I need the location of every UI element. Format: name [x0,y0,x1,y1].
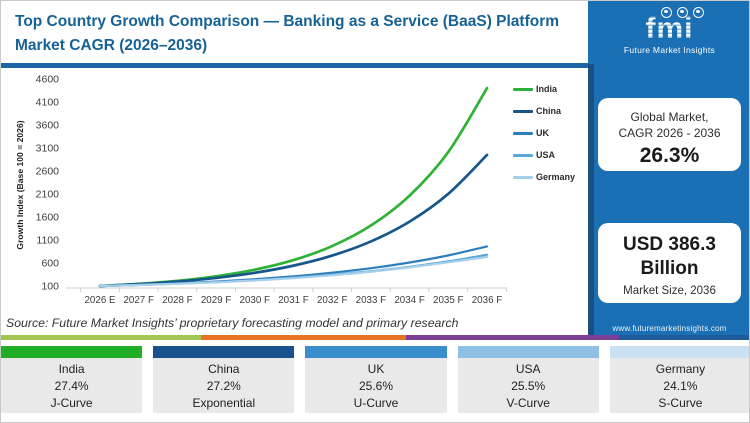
legend-label: China [536,106,562,116]
country-card-india: India 27.4% J-Curve [1,346,143,413]
legend-swatch-icon [513,109,533,113]
market-size-label: Market Size, 2036 [623,284,716,297]
y-tick-label: 1600 [36,212,60,224]
page-title: Top Country Growth Comparison — Banking … [15,13,560,55]
country-name: India [58,362,85,376]
legend-swatch-icon [513,175,533,179]
x-tick-label: 2029 F [201,295,232,306]
y-tick-label: 1100 [36,235,59,247]
country-card-body: UK 25.6% U-Curve [305,358,447,413]
country-card-china: China 27.2% Exponential [153,346,295,413]
source-note: Source: Future Market Insights’ propriet… [6,316,459,330]
series-line-india [98,86,489,288]
country-cagr: 25.5% [511,379,546,393]
strip-segment-1 [1,335,201,340]
country-name: USA [515,362,541,376]
globe-icon [693,7,704,18]
y-tick-label: 100 [41,281,59,293]
legend-swatch-icon [513,87,533,91]
x-tick-label: 2034 F [394,295,425,306]
country-card-body: USA 25.5% V-Curve [457,358,599,413]
y-tick-label: 3600 [36,120,60,132]
growth-chart: 2026 E 2027 F 2028 F 2029 F 2030 F 2031 F 2032… [15,74,507,306]
country-curve: U-Curve [353,396,399,410]
x-tick-label: 2035 F [433,295,464,306]
y-tick-label: 4600 [36,74,60,86]
country-card-color-bar [457,346,599,358]
legend-item-uk: UK [513,128,549,138]
strip-segment-4 [619,335,749,340]
country-card-color-bar [1,346,143,358]
strip-segment-3 [406,335,619,340]
country-card-body: Germany 24.1% S-Curve [609,358,749,413]
country-cards-row: India 27.4% J-Curve China 27.2% Exponential UK… [1,346,749,413]
market-size-card: USD 386.3 Billion Market Size, 2036 [598,223,741,303]
y-tick-label: 3100 [36,143,60,155]
globe-icon [677,7,688,18]
country-curve: V-Curve [506,396,550,410]
country-cagr: 25.6% [358,379,394,393]
x-tick-label: 2028 F [162,295,193,306]
fmi-logo: fmi Future Market Insights [588,7,749,55]
country-card-color-bar [609,346,749,358]
country-card-body: India 27.4% J-Curve [1,358,143,413]
logo-caption: Future Market Insights [623,45,716,55]
x-tick-label: 2032 F [317,295,348,306]
country-name: UK [367,362,385,376]
country-curve: Exponential [192,396,256,410]
x-tick-label: 2033 F [356,295,387,306]
legend-label: USA [536,150,556,160]
x-tick-label: 2026 E [84,295,116,306]
y-tick-label: 2100 [36,189,60,201]
website-link[interactable]: www.futuremarketinsights.com [612,324,727,333]
legend-item-usa: USA [513,150,555,160]
legend-label: UK [536,128,549,138]
country-card-uk: UK 25.6% U-Curve [305,346,447,413]
country-name: Germany [655,362,706,376]
strip-segment-2 [201,335,406,340]
legend-item-china: China [513,106,561,116]
color-strip [1,335,749,340]
sidebar-edge [588,64,594,340]
cagr-card-line1: Global Market, [630,110,709,124]
y-tick-label: 4100 [36,97,60,109]
x-tick-label: 2031 F [278,295,309,306]
cagr-card-line2: CAGR 2026 - 2036 [618,126,721,141]
country-card-usa: USA 25.5% V-Curve [457,346,599,413]
header-divider [1,63,588,68]
y-tick-label: 600 [41,258,59,270]
chart-area: 2026 E 2027 F 2028 F 2029 F 2030 F 2031 F 2032… [1,67,588,313]
x-tick-label: 2030 F [240,295,271,306]
legend-item-india: India [513,84,557,94]
sidebar: fmi Future Market Insights Global Market… [588,1,749,340]
country-card-color-bar [305,346,447,358]
global-cagr-card: Global Market, CAGR 2026 - 2036 26.3% [598,98,741,171]
cagr-value: 26.3% [639,144,700,168]
country-cagr: 24.1% [663,379,698,393]
country-card-germany: Germany 24.1% S-Curve [609,346,749,413]
country-card-color-bar [153,346,295,358]
market-size-value: USD 386.3 Billion [623,234,716,279]
logo-globes-icon [588,7,749,18]
country-cagr: 27.4% [54,379,89,393]
legend-swatch-icon [513,153,533,157]
x-tick-label: 2036 F [472,295,503,306]
country-curve: J-Curve [50,396,93,410]
logo-text: fmi [588,14,749,44]
country-name: China [208,362,240,376]
legend-label: India [536,84,558,94]
series-line-germany [98,255,489,288]
x-tick-label: 2027 F [123,295,154,306]
globe-icon [661,7,672,18]
country-curve: S-Curve [658,396,703,410]
country-cagr: 27.2% [206,379,241,393]
y-axis-title: Growth Index (Base 100 = 2026) [15,120,25,249]
country-card-body: China 27.2% Exponential [153,358,295,413]
series-line-china [98,153,489,288]
legend-swatch-icon [513,131,533,135]
legend-item-germany: Germany [513,172,575,182]
legend-label: Germany [536,172,576,182]
y-tick-label: 2600 [36,166,60,178]
